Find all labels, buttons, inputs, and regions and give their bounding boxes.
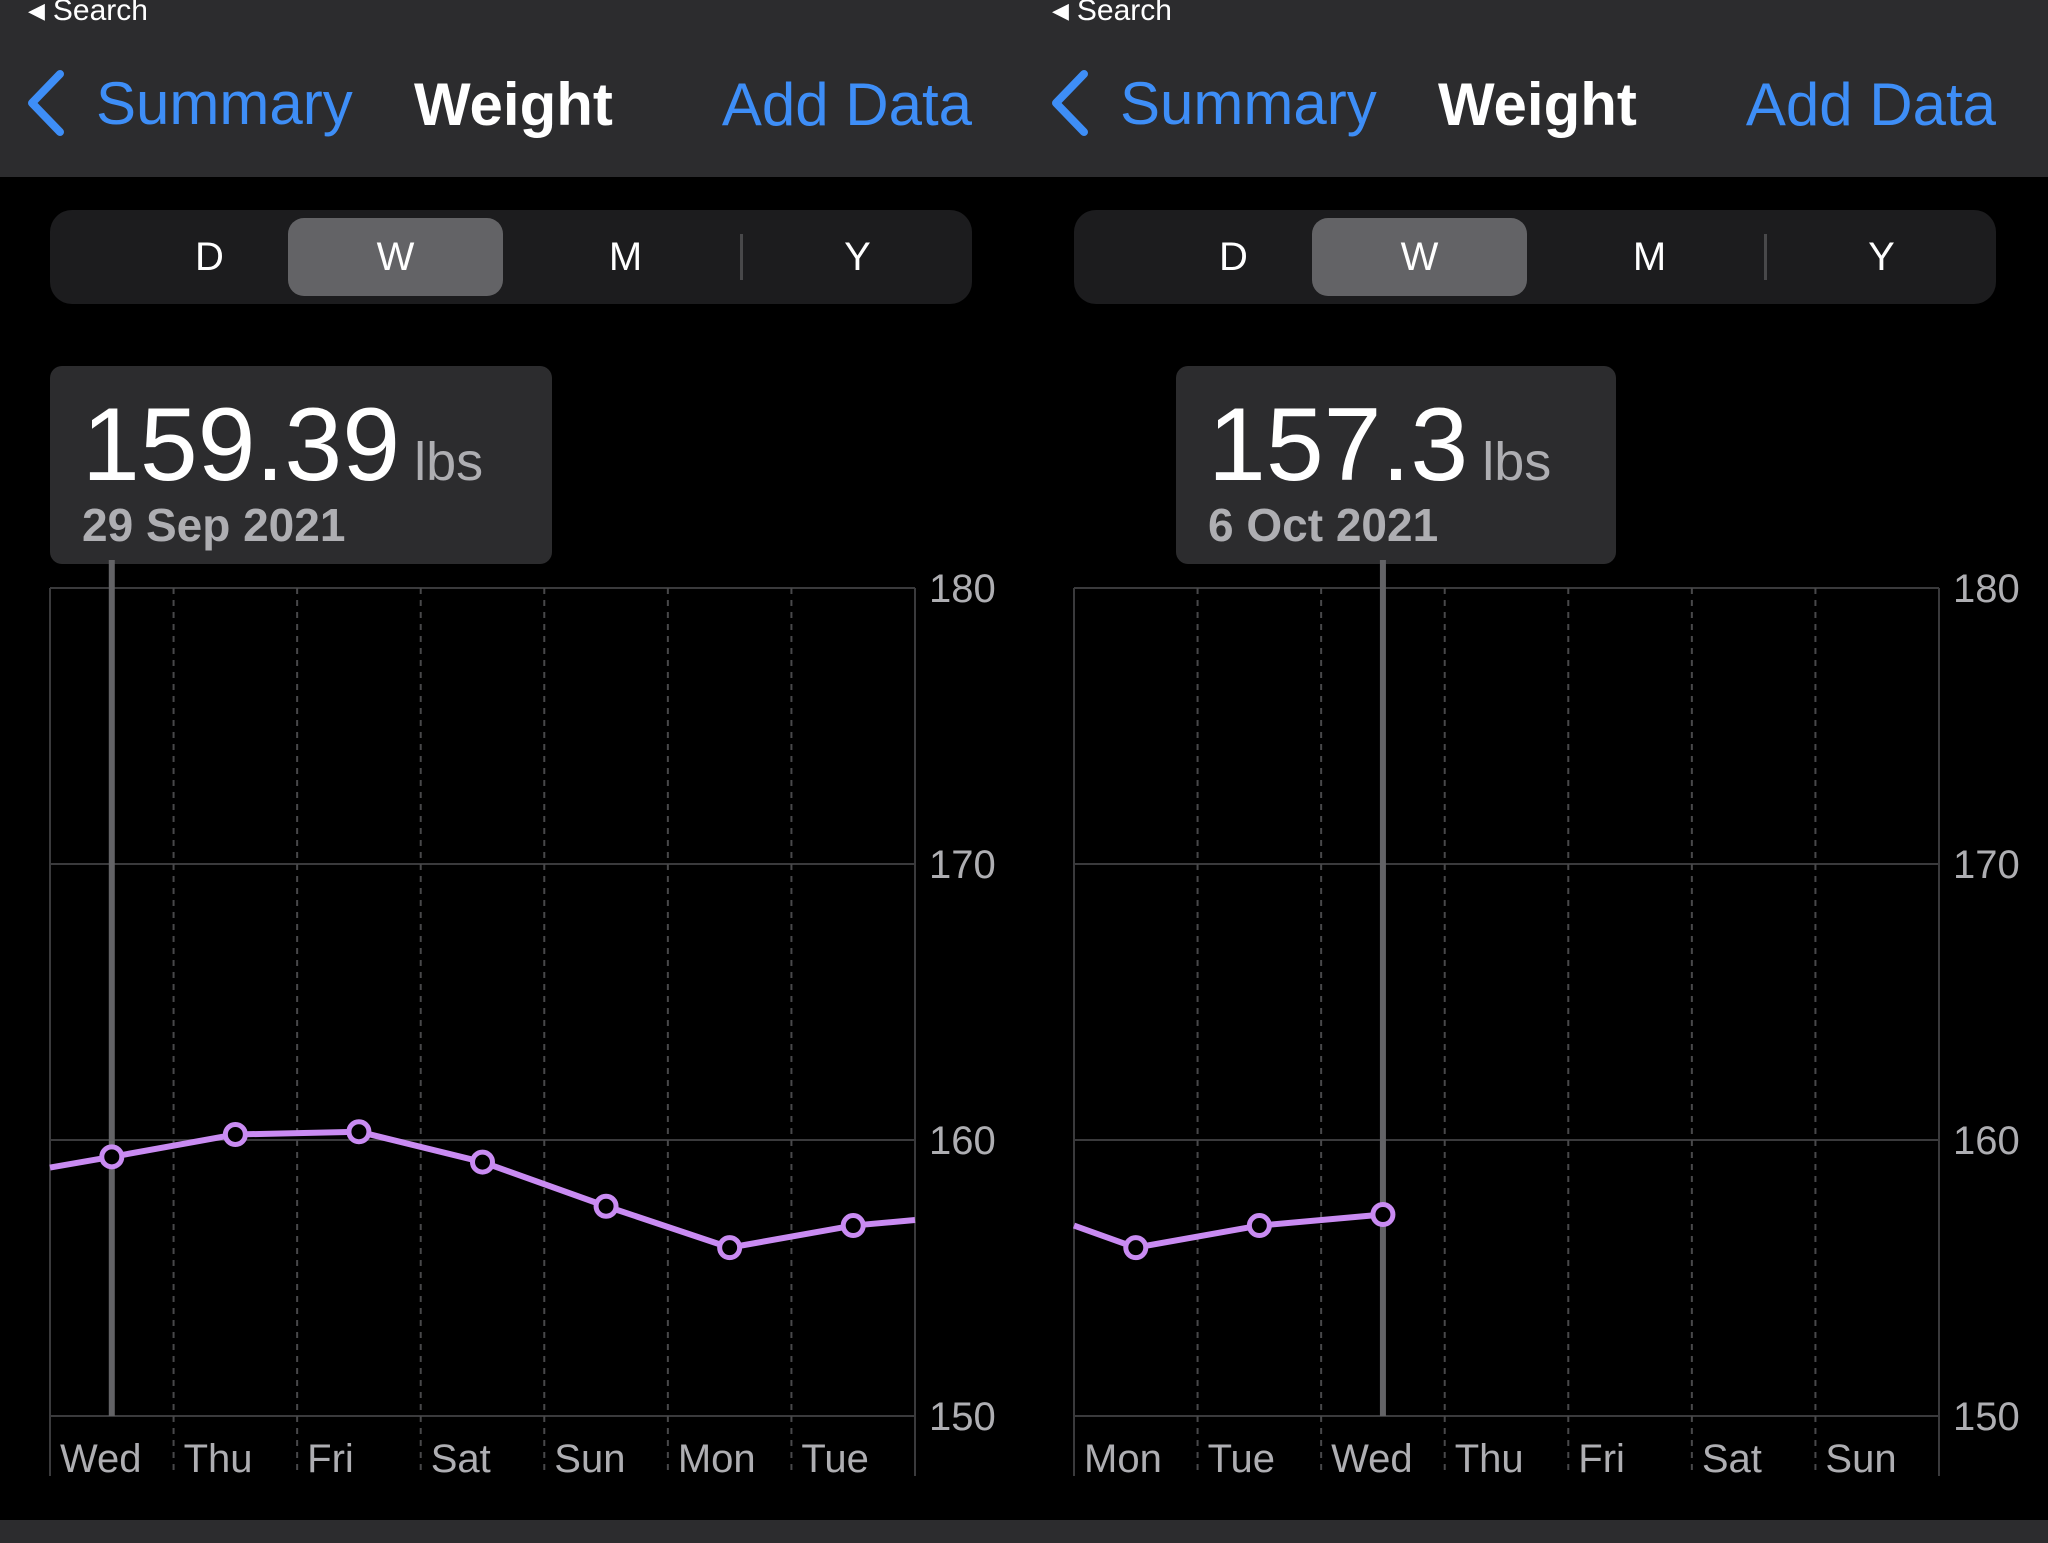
y-tick-label: 150 xyxy=(1953,1395,2020,1439)
callout-unit: lbs xyxy=(1482,432,1552,492)
summary-back-button[interactable]: Summary xyxy=(1048,68,1377,138)
segment-day[interactable]: D xyxy=(1219,234,1248,279)
time-range-segmented-control: D W M Y xyxy=(1074,210,1996,304)
x-tick-label: Sun xyxy=(554,1437,625,1481)
y-tick-label: 180 xyxy=(929,567,996,611)
weight-line-chart[interactable]: 180 170 160 150 Mon Tue Wed Thu Fri Sat Sun xyxy=(1024,560,2048,1500)
back-triangle-icon: ◀ xyxy=(28,0,45,23)
weight-data-point xyxy=(99,1144,125,1170)
segment-month[interactable]: M xyxy=(1632,234,1667,279)
weight-data-point xyxy=(1370,1202,1396,1228)
weight-line-chart[interactable]: 180 170 160 150 Wed Thu Fri Sat Sun Mon Tue xyxy=(0,560,1024,1500)
segment-week[interactable]: W xyxy=(288,218,503,296)
status-back-search[interactable]: ◀ Search xyxy=(28,0,148,28)
back-triangle-icon: ◀ xyxy=(1052,0,1069,23)
y-tick-label: 150 xyxy=(929,1395,996,1439)
y-tick-label: 170 xyxy=(1953,843,2020,887)
x-tick-label: Wed xyxy=(60,1437,142,1481)
weight-data-point xyxy=(593,1193,619,1219)
x-tick-label: Tue xyxy=(801,1437,868,1481)
x-tick-label: Fri xyxy=(307,1437,354,1481)
callout-value-row: 159.39 lbs xyxy=(82,386,483,505)
y-tick-label: 160 xyxy=(1953,1119,2020,1163)
status-back-label: Search xyxy=(52,0,148,27)
segment-day[interactable]: D xyxy=(195,234,224,279)
page-title: Weight xyxy=(1438,71,1637,138)
weight-panel-right: ◀ Search Summary Weight Add Data D W M Y… xyxy=(1024,0,2048,1543)
y-tick-label: 170 xyxy=(929,843,996,887)
navigation-bar: ◀ Search Summary Weight Add Data xyxy=(0,0,1024,177)
weight-data-point xyxy=(717,1235,743,1261)
x-tick-label: Tue xyxy=(1208,1437,1275,1481)
segment-year[interactable]: Y xyxy=(1868,234,1895,279)
y-tick-label: 160 xyxy=(929,1119,996,1163)
callout-value: 157.3 xyxy=(1208,387,1469,503)
weight-series-line xyxy=(49,1128,916,1251)
callout-value-row: 157.3 lbs xyxy=(1208,386,1551,505)
callout-date: 6 Oct 2021 xyxy=(1208,499,1439,551)
chevron-left-icon xyxy=(1052,70,1088,136)
weight-data-point xyxy=(222,1121,248,1147)
navigation-bar: ◀ Search Summary Weight Add Data xyxy=(1024,0,2048,177)
x-tick-label: Wed xyxy=(1331,1437,1413,1481)
weight-series-line xyxy=(1072,1211,1384,1251)
weight-data-point xyxy=(840,1213,866,1239)
bottom-bar xyxy=(0,1520,2048,1543)
callout-unit: lbs xyxy=(414,432,484,492)
x-tick-label: Sun xyxy=(1825,1437,1896,1481)
summary-back-button[interactable]: Summary xyxy=(24,68,353,138)
x-tick-label: Mon xyxy=(678,1437,756,1481)
segment-year[interactable]: Y xyxy=(844,234,871,279)
x-tick-label: Sat xyxy=(1702,1437,1762,1481)
weight-data-point xyxy=(470,1149,495,1175)
segment-month[interactable]: M xyxy=(608,234,643,279)
add-data-button[interactable]: Add Data xyxy=(721,71,972,138)
weight-data-point xyxy=(1123,1235,1149,1261)
chevron-left-icon xyxy=(28,70,64,136)
time-range-segmented-control: D W M Y xyxy=(50,210,972,304)
y-tick-label: 180 xyxy=(1953,567,2020,611)
page-title: Weight xyxy=(414,71,613,138)
x-tick-label: Thu xyxy=(1455,1437,1524,1481)
x-tick-label: Sat xyxy=(431,1437,491,1481)
selected-value-callout: 159.39 lbs 29 Sep 2021 xyxy=(50,366,552,564)
x-tick-label: Mon xyxy=(1084,1437,1162,1481)
status-back-label: Search xyxy=(1076,0,1172,27)
x-tick-label: Fri xyxy=(1578,1437,1625,1481)
x-tick-label: Thu xyxy=(184,1437,253,1481)
callout-date: 29 Sep 2021 xyxy=(82,499,346,551)
weight-data-point xyxy=(1246,1213,1272,1239)
weight-panel-left: ◀ Search Summary Weight Add Data D W M Y… xyxy=(0,0,1024,1500)
weight-data-point xyxy=(346,1119,372,1145)
add-data-button[interactable]: Add Data xyxy=(1745,71,1996,138)
back-label: Summary xyxy=(96,69,353,137)
segment-divider xyxy=(1764,234,1767,280)
segment-divider xyxy=(740,234,743,280)
callout-value: 159.39 xyxy=(82,387,401,503)
segment-week[interactable]: W xyxy=(1312,218,1527,296)
selected-value-callout: 157.3 lbs 6 Oct 2021 xyxy=(1176,366,1616,564)
status-back-search[interactable]: ◀ Search xyxy=(1052,0,1172,28)
back-label: Summary xyxy=(1120,69,1377,137)
